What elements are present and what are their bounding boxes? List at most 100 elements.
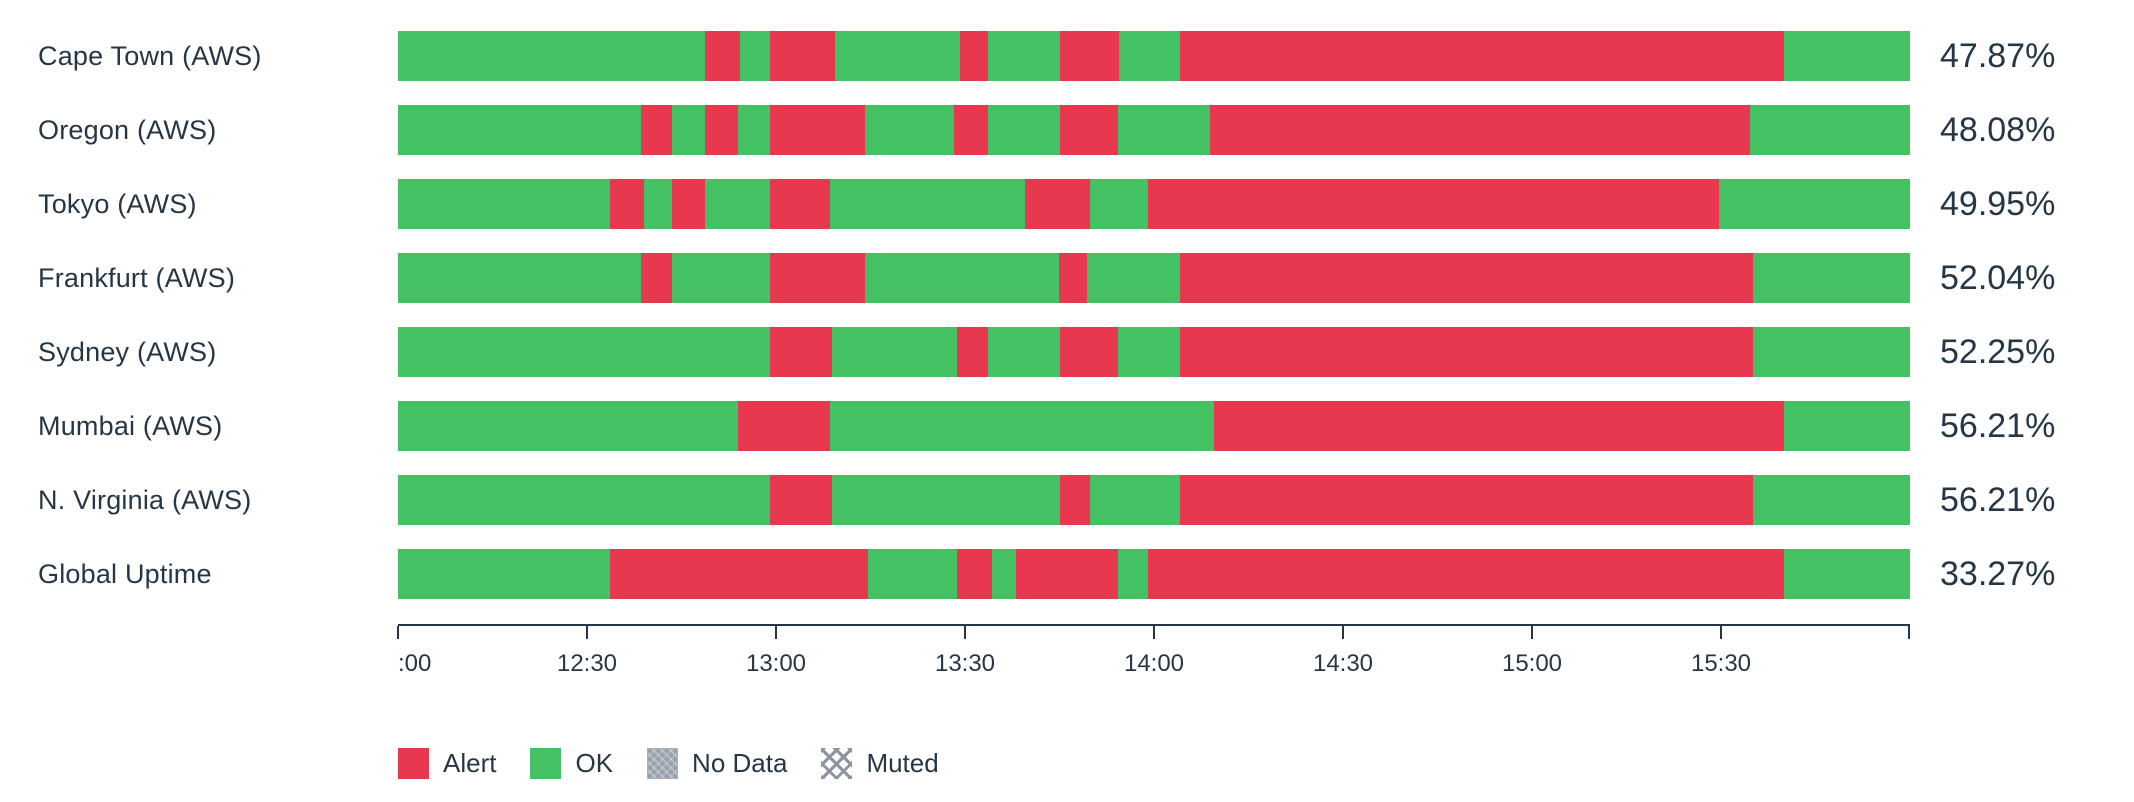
status-segment-ok[interactable] (830, 401, 1215, 451)
status-segment-ok[interactable] (398, 327, 770, 377)
axis-tick (775, 626, 777, 639)
axis-tick (1720, 626, 1722, 639)
status-segment-alert[interactable] (671, 179, 705, 229)
status-segment-ok[interactable] (1117, 327, 1180, 377)
status-segment-ok[interactable] (738, 105, 770, 155)
legend-label: No Data (692, 748, 788, 778)
status-segment-ok[interactable] (739, 31, 770, 81)
status-segment-ok[interactable] (398, 31, 705, 81)
status-segment-ok[interactable] (987, 31, 1061, 81)
status-timeline-bar[interactable] (398, 31, 1910, 81)
status-segment-ok[interactable] (830, 179, 1026, 229)
status-segment-alert[interactable] (1147, 179, 1720, 229)
legend-item-muted[interactable]: Muted (821, 748, 939, 779)
status-segment-alert[interactable] (641, 105, 672, 155)
status-segment-ok[interactable] (1752, 475, 1910, 525)
status-segment-ok[interactable] (644, 179, 672, 229)
status-segment-ok[interactable] (398, 179, 610, 229)
status-segment-alert[interactable] (769, 327, 832, 377)
status-segment-ok[interactable] (398, 105, 642, 155)
status-segment-ok[interactable] (1784, 401, 1910, 451)
status-segment-alert[interactable] (641, 253, 672, 303)
status-segment-alert[interactable] (704, 105, 739, 155)
status-segment-ok[interactable] (1752, 327, 1910, 377)
status-segment-ok[interactable] (1784, 31, 1910, 81)
status-segment-ok[interactable] (1087, 253, 1180, 303)
status-timeline-bar[interactable] (398, 327, 1910, 377)
status-segment-alert[interactable] (769, 253, 866, 303)
axis-tick-label: 13:30 (934, 650, 996, 677)
status-segment-alert[interactable] (1209, 105, 1750, 155)
status-segment-alert[interactable] (769, 179, 831, 229)
status-timeline-bar[interactable] (398, 179, 1910, 229)
status-timeline-bar[interactable] (398, 549, 1910, 599)
status-segment-alert[interactable] (1058, 253, 1088, 303)
status-segment-ok[interactable] (1090, 179, 1148, 229)
status-timeline-bar[interactable] (398, 253, 1910, 303)
status-segment-alert[interactable] (1179, 253, 1753, 303)
status-segment-ok[interactable] (868, 549, 958, 599)
status-segment-ok[interactable] (398, 549, 610, 599)
status-segment-ok[interactable] (398, 401, 739, 451)
status-segment-alert[interactable] (738, 401, 831, 451)
time-axis: :00 12:30 13:00 13:30 14:00 14:30 15:00 15:30 (397, 624, 1910, 696)
axis-tick (586, 626, 588, 639)
status-segment-ok[interactable] (704, 179, 770, 229)
uptime-percentage: 49.95% (1940, 184, 2056, 223)
status-segment-ok[interactable] (865, 253, 1059, 303)
region-row: Global Uptime 33.27% (38, 537, 2134, 611)
status-segment-alert[interactable] (1179, 475, 1753, 525)
status-segment-ok[interactable] (1784, 549, 1910, 599)
legend-item-nodata[interactable]: No Data (647, 748, 787, 779)
status-segment-ok[interactable] (987, 327, 1061, 377)
region-label: Frankfurt (AWS) (38, 262, 236, 293)
status-segment-alert[interactable] (769, 105, 866, 155)
status-segment-alert[interactable] (1214, 401, 1785, 451)
status-segment-alert[interactable] (609, 179, 645, 229)
status-segment-ok[interactable] (671, 253, 770, 303)
status-segment-alert[interactable] (704, 31, 740, 81)
status-segment-ok[interactable] (671, 105, 705, 155)
status-segment-alert[interactable] (1060, 31, 1120, 81)
uptime-percentage: 52.25% (1940, 332, 2056, 371)
status-segment-ok[interactable] (992, 549, 1017, 599)
status-segment-alert[interactable] (1060, 105, 1118, 155)
status-segment-alert[interactable] (954, 105, 988, 155)
status-segment-alert[interactable] (1179, 31, 1785, 81)
status-segment-ok[interactable] (398, 253, 642, 303)
legend-item-alert[interactable]: Alert (398, 748, 496, 779)
status-timeline-bar[interactable] (398, 105, 1910, 155)
status-segment-alert[interactable] (769, 475, 832, 525)
status-segment-alert[interactable] (769, 31, 835, 81)
uptime-percentage: 56.21% (1940, 406, 2056, 445)
status-segment-alert[interactable] (960, 31, 988, 81)
status-timeline-bar[interactable] (398, 475, 1910, 525)
status-segment-alert[interactable] (1025, 179, 1091, 229)
status-segment-alert[interactable] (609, 549, 869, 599)
status-segment-alert[interactable] (1060, 475, 1091, 525)
legend: Alert OK No Data Muted (398, 748, 2134, 779)
status-segment-alert[interactable] (957, 327, 988, 377)
status-segment-ok[interactable] (1719, 179, 1910, 229)
muted-swatch-icon (821, 748, 853, 779)
status-timeline-bar[interactable] (398, 401, 1910, 451)
status-segment-ok[interactable] (1749, 105, 1910, 155)
status-segment-alert[interactable] (1016, 549, 1118, 599)
status-segment-ok[interactable] (834, 31, 961, 81)
status-segment-ok[interactable] (865, 105, 955, 155)
status-segment-alert[interactable] (1060, 327, 1118, 377)
status-segment-ok[interactable] (987, 105, 1061, 155)
status-segment-alert[interactable] (957, 549, 993, 599)
status-segment-ok[interactable] (1117, 105, 1210, 155)
status-segment-ok[interactable] (1117, 549, 1148, 599)
status-segment-ok[interactable] (831, 475, 1061, 525)
status-segment-ok[interactable] (1090, 475, 1180, 525)
axis-tick (964, 626, 966, 639)
status-segment-ok[interactable] (1119, 31, 1180, 81)
status-segment-ok[interactable] (1752, 253, 1910, 303)
status-segment-ok[interactable] (831, 327, 958, 377)
status-segment-alert[interactable] (1179, 327, 1753, 377)
status-segment-alert[interactable] (1147, 549, 1785, 599)
status-segment-ok[interactable] (398, 475, 770, 525)
legend-item-ok[interactable]: OK (530, 748, 613, 779)
